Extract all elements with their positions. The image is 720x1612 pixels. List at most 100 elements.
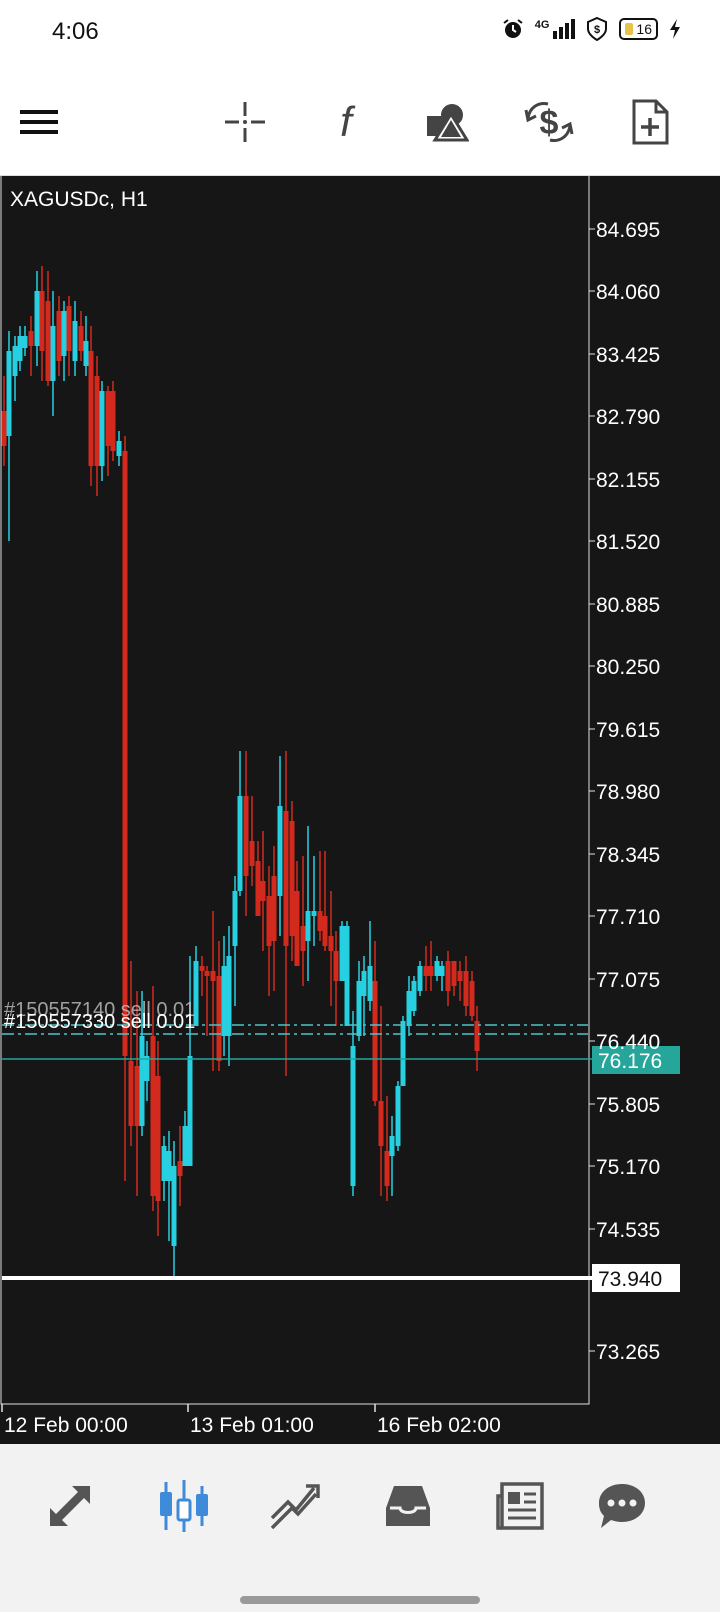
nav-quotes[interactable]	[40, 1476, 100, 1536]
candle-body	[400, 1021, 406, 1086]
svg-text:f: f	[340, 98, 356, 145]
price-label: 77.710	[596, 906, 660, 929]
price-label: 78.345	[596, 844, 660, 867]
candle-body	[411, 981, 417, 1011]
candle-body	[389, 1136, 395, 1156]
time-label-2: 16 Feb 02:00	[377, 1414, 501, 1437]
objects-button[interactable]	[419, 94, 475, 150]
candle-body	[166, 1151, 172, 1181]
candle-body	[83, 341, 89, 366]
nav-trade[interactable]	[266, 1476, 326, 1536]
candle-body	[260, 881, 266, 901]
trade-button[interactable]: $	[521, 94, 577, 150]
candle-body	[445, 961, 451, 991]
candle-body	[1, 411, 7, 446]
candle-body	[232, 891, 238, 946]
candle-body	[305, 911, 311, 941]
crosshair-price-tag	[592, 1264, 680, 1292]
candle-body	[255, 861, 261, 916]
battery-level: 16	[636, 21, 652, 37]
history-icon	[386, 1486, 430, 1526]
alarm-icon	[503, 19, 523, 38]
candle-body	[243, 796, 249, 876]
candle-body	[457, 971, 463, 981]
candle-body	[128, 1061, 134, 1126]
candle-body	[277, 806, 283, 896]
chart-area[interactable]: XAGUSDc, H1 #150557140 sell 0.01 #150557…	[0, 173, 720, 1444]
price-label: 83.425	[596, 344, 660, 367]
price-label: 76.440	[596, 1031, 660, 1054]
crosshair-price-value: 73.940	[598, 1268, 662, 1291]
indicators-button[interactable]: f	[318, 94, 374, 150]
candle-body	[434, 961, 440, 976]
candle-body	[17, 336, 23, 361]
shield-dollar-icon: $	[587, 16, 608, 42]
crosshair-icon	[225, 102, 265, 142]
candle-body	[144, 1056, 150, 1081]
candle-body	[6, 351, 12, 436]
candle-body	[451, 961, 457, 986]
price-label: 81.520	[596, 531, 660, 554]
nav-history[interactable]	[378, 1476, 438, 1536]
time-label-1: 13 Feb 01:00	[190, 1414, 314, 1437]
time-axis: 12 Feb 00:00 13 Feb 01:00 16 Feb 02:00	[1, 1404, 501, 1437]
price-label: 84.695	[596, 219, 660, 242]
network-type: 4G	[534, 19, 550, 31]
candle-body	[339, 926, 345, 981]
current-price-value: 76.176	[598, 1050, 662, 1073]
price-axis: 84.695 84.060 83.425 82.790 82.155 81.520 80.8…	[589, 219, 660, 1364]
price-label: 75.805	[596, 1094, 660, 1117]
menu-button[interactable]	[11, 94, 67, 150]
nav-chat[interactable]	[592, 1476, 652, 1536]
candle-body	[317, 911, 323, 931]
chat-icon	[599, 1484, 645, 1528]
candle-body	[294, 891, 300, 966]
crosshair-button[interactable]	[217, 94, 273, 150]
candle-body	[56, 311, 62, 361]
candle-body	[187, 1056, 193, 1166]
price-label: 74.535	[596, 1219, 660, 1242]
nav-news[interactable]	[490, 1476, 550, 1536]
candle-body	[311, 911, 317, 916]
chart-toolbar: f $	[0, 66, 720, 176]
candle-body	[72, 321, 78, 361]
status-time: 4:06	[52, 18, 99, 45]
candle-body	[423, 966, 429, 976]
menu-icon	[20, 110, 58, 134]
price-label: 77.075	[596, 969, 660, 992]
svg-text:$: $	[594, 24, 600, 36]
candle-body	[50, 326, 56, 381]
candle-body	[105, 391, 111, 446]
candle-body	[406, 991, 412, 1026]
candle-body	[116, 441, 122, 456]
candle-body	[66, 306, 72, 351]
price-chart[interactable]: XAGUSDc, H1 #150557140 sell 0.01 #150557…	[0, 173, 720, 1444]
battery-icon: 16	[619, 18, 658, 40]
nav-chart[interactable]	[154, 1476, 214, 1536]
home-indicator[interactable]	[240, 1596, 480, 1604]
candle-body	[182, 1126, 188, 1166]
candle-body	[322, 916, 328, 946]
candle-body	[28, 331, 34, 346]
candle-body	[289, 821, 295, 936]
new-order-icon	[632, 99, 669, 145]
candle-body	[139, 1036, 145, 1126]
candle-body	[344, 926, 350, 1026]
candle-body	[474, 1021, 480, 1051]
candle-body	[45, 301, 51, 381]
indicator-function-icon: f	[340, 98, 356, 145]
candle-body	[428, 966, 434, 976]
candle-body	[204, 971, 210, 976]
new-order-button[interactable]	[622, 94, 678, 150]
candle-body	[216, 976, 222, 1061]
candle-body	[193, 961, 199, 1026]
candle-body	[361, 971, 367, 996]
objects-shapes-icon	[427, 104, 469, 142]
candle-body	[469, 981, 475, 1016]
price-label: 82.155	[596, 469, 660, 492]
candle-body	[150, 1036, 156, 1196]
candle-body	[12, 346, 18, 376]
price-label: 80.250	[596, 656, 660, 679]
candle-body	[61, 311, 67, 356]
candle-body	[221, 966, 227, 1036]
